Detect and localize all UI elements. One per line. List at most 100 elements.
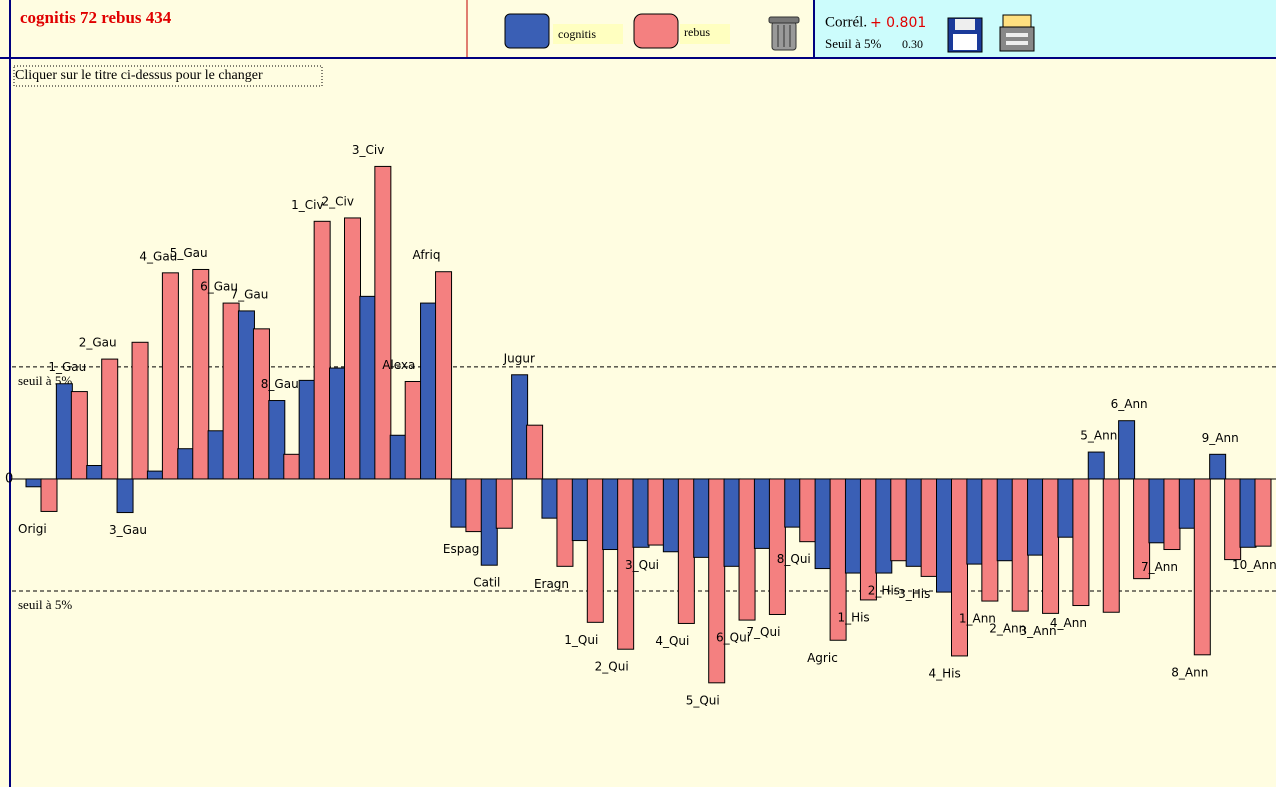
bar-label: Agric (807, 651, 838, 665)
bar (844, 478, 862, 574)
bar (647, 478, 665, 546)
correlation-value: + 0.801 (870, 15, 926, 31)
bar-label: 8_Ann (1171, 665, 1208, 679)
bar-label: 4_Gau (139, 249, 177, 263)
bar (814, 478, 832, 570)
bar-label: 8_Qui (777, 552, 811, 566)
bar-label: 2_Civ (322, 194, 354, 208)
bar-label: Espag (443, 542, 479, 556)
bar (859, 478, 877, 601)
bar (86, 465, 104, 480)
bar (511, 374, 529, 480)
bar (966, 478, 984, 565)
bar (359, 295, 377, 480)
bar (70, 391, 88, 480)
bar (435, 271, 453, 480)
bar (526, 424, 544, 480)
bar-label: 3_His (898, 587, 930, 601)
bar (207, 430, 225, 480)
bar (1027, 478, 1045, 556)
bar (1118, 420, 1136, 480)
y-tick-label: 0 (5, 471, 13, 486)
legend-label: rebus (684, 25, 710, 39)
bar (617, 478, 635, 650)
bar (1072, 478, 1090, 607)
legend-swatch[interactable] (633, 13, 679, 49)
bar (738, 478, 756, 621)
bar (177, 448, 195, 480)
bar-label: 8_Gau (261, 377, 299, 391)
bar (1254, 478, 1272, 547)
bar (25, 478, 43, 488)
bar (192, 268, 210, 480)
bar (1011, 478, 1029, 612)
bar (571, 478, 589, 542)
bar-label: 4_His (929, 666, 961, 680)
bar (420, 302, 438, 480)
bar (602, 478, 620, 551)
chart-title[interactable]: cognitis 72 rebus 434 (20, 8, 172, 27)
bar (905, 478, 923, 567)
bar (283, 453, 301, 480)
bar (1224, 478, 1242, 561)
bar (329, 367, 346, 480)
bar-label: 1_Civ (291, 198, 323, 212)
bar (146, 470, 164, 480)
bar (495, 478, 513, 529)
legend-label: cognitis (558, 27, 596, 41)
bar-label: Jugur (503, 351, 535, 365)
bar-label: 9_Ann (1202, 431, 1239, 445)
print-icon[interactable] (999, 14, 1035, 52)
bar-label: 1_Ann (959, 612, 996, 626)
bar-label: Eragn (534, 577, 569, 591)
bar (936, 478, 953, 593)
bar (404, 380, 422, 480)
trash-icon[interactable] (768, 16, 800, 51)
bar (556, 478, 574, 567)
bar (996, 478, 1014, 562)
bar (708, 478, 726, 684)
bar-label: 3_Qui (625, 558, 659, 572)
bar-label: 4_Qui (655, 634, 689, 648)
bar-label: 2_Gau (79, 336, 117, 350)
bar (389, 434, 407, 480)
bar (875, 478, 893, 574)
bar (480, 478, 498, 566)
bar (1057, 478, 1075, 538)
legend-swatch[interactable] (504, 13, 550, 49)
bar (1163, 478, 1181, 551)
bar-label: Catil (473, 576, 500, 590)
bar (40, 478, 58, 512)
bar (586, 478, 604, 623)
bar (116, 478, 134, 514)
bar-label: 2_Ann (989, 622, 1026, 636)
bar-label: 2_His (868, 584, 900, 598)
bar (784, 478, 802, 528)
bar (101, 358, 119, 480)
bar-label: 6_Gau (200, 280, 238, 294)
bar (131, 341, 149, 480)
bar (768, 478, 786, 615)
save-icon[interactable] (947, 17, 983, 53)
bar-label: 5_Qui (686, 693, 720, 707)
bar (981, 478, 999, 602)
bar (541, 478, 559, 519)
bar (1239, 478, 1257, 548)
bar (1209, 453, 1227, 480)
bar (1178, 478, 1196, 529)
bar-label: 7_Ann (1141, 560, 1178, 574)
bar-label: 6_Ann (1111, 397, 1148, 411)
bar-label: Alexa (382, 358, 415, 372)
bar-label: 7_Gau (230, 287, 268, 301)
bar (222, 302, 240, 480)
bar (252, 328, 270, 480)
bar (632, 478, 650, 548)
bar (161, 272, 179, 480)
threshold-label: seuil à 5% (18, 597, 72, 612)
bar (298, 379, 316, 480)
bar-label: 6_Qui (716, 631, 750, 645)
hint: Cliquer sur le titre ci-dessus pour le c… (15, 68, 263, 83)
